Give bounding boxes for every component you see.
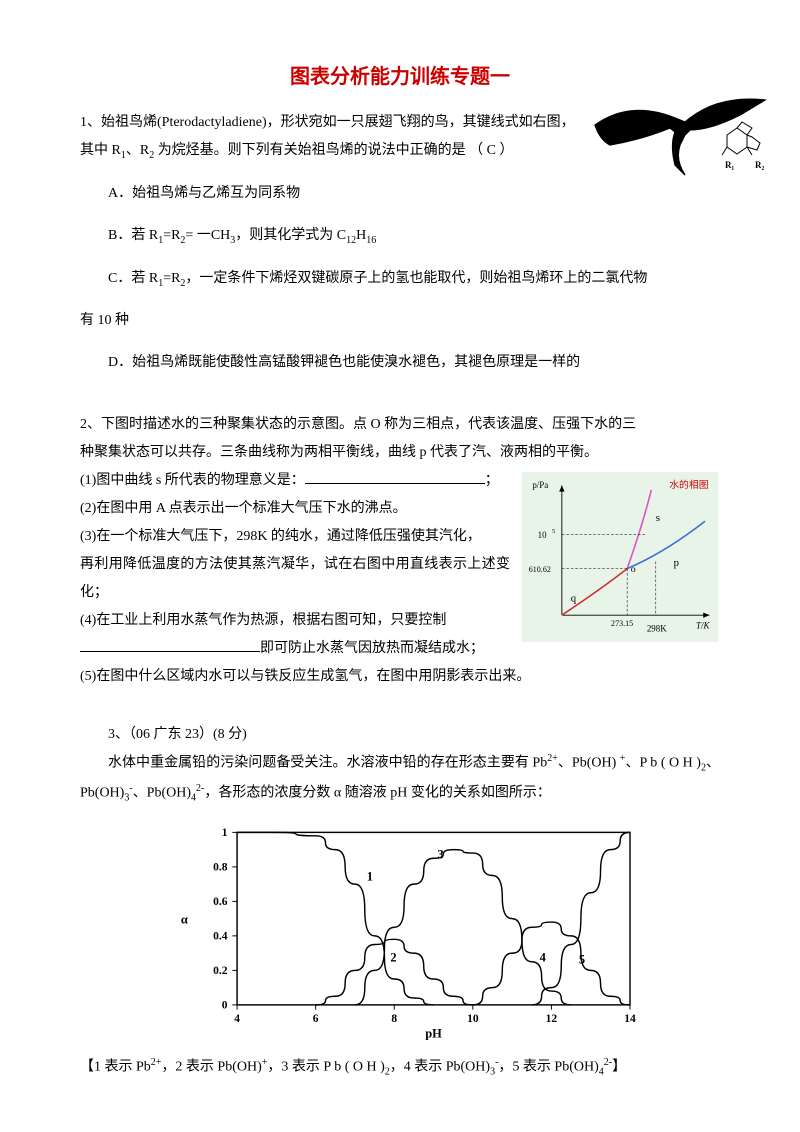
svg-text:R₁: R₁	[725, 160, 734, 170]
q3-heading: 3、（06 广东 23）(8 分)	[80, 721, 720, 749]
svg-text:0.2: 0.2	[213, 966, 228, 978]
svg-text:水的相图: 水的相图	[669, 478, 708, 491]
q1-option-b: B．若 R1=R2= 一CH3，则其化学式为 C12H16	[80, 222, 720, 251]
svg-text:5: 5	[552, 528, 555, 535]
svg-text:3: 3	[437, 848, 443, 862]
svg-text:2: 2	[390, 951, 396, 965]
svg-text:4: 4	[234, 1013, 240, 1025]
svg-text:10: 10	[467, 1013, 479, 1025]
svg-text:p/Pa: p/Pa	[532, 480, 548, 490]
svg-text:pH: pH	[425, 1027, 442, 1041]
svg-text:273.15: 273.15	[611, 619, 633, 628]
svg-text:10: 10	[538, 531, 547, 541]
svg-text:T/K: T/K	[696, 621, 710, 631]
svg-text:14: 14	[624, 1013, 636, 1025]
svg-text:1: 1	[222, 828, 228, 840]
page-title: 图表分析能力训练专题一	[80, 60, 720, 89]
pb-species-chart: 46810121400.20.40.60.81pHα12345	[150, 818, 650, 1048]
q1-option-a: A．始祖鸟烯与乙烯互为同系物	[80, 180, 720, 208]
svg-text:0.4: 0.4	[213, 931, 228, 943]
q2-stem-line1: 2、下图时描述水的三种聚集状态的示意图。点 O 称为三相点，代表该温度、压强下水…	[80, 411, 720, 439]
water-phase-diagram: 水的相图 p/Pa T/K s p q o 10 5 610.62 273.15…	[520, 472, 720, 642]
svg-text:0: 0	[222, 1000, 228, 1012]
svg-text:1: 1	[367, 870, 373, 884]
svg-text:298K: 298K	[647, 624, 667, 634]
svg-text:6: 6	[313, 1013, 319, 1025]
q3-legend: 【1 表示 Pb2+，2 表示 Pb(OH)+，3 表示 P b ( O H )…	[80, 1053, 720, 1082]
svg-text:q: q	[571, 593, 577, 605]
q2-stem-line2: 种聚集状态可以共存。三条曲线称为两相平衡线，曲线 p 代表了汽、液两相的平衡。	[80, 439, 720, 467]
svg-text:0.8: 0.8	[213, 862, 228, 874]
q2-part5: (5)在图中什么区域内水可以与铁反应生成氢气，在图中用阴影表示出来。	[80, 663, 720, 691]
svg-text:8: 8	[391, 1013, 397, 1025]
q1-option-c-cont: 有 10 种	[80, 307, 720, 335]
q1-option-d: D．始祖鸟烯既能使酸性高锰酸钾褪色也能使溴水褪色，其褪色原理是一样的	[80, 349, 720, 377]
svg-text:R₂: R₂	[755, 160, 764, 170]
svg-text:α: α	[181, 913, 188, 927]
svg-text:p: p	[674, 557, 679, 569]
q1-option-c: C．若 R1=R2，一定条件下烯烃双键碳原子上的氢也能取代，则始祖鸟烯环上的二氯…	[80, 265, 720, 294]
svg-text:4: 4	[540, 951, 546, 965]
svg-text:610.62: 610.62	[529, 566, 551, 575]
q3-stem: 水体中重金属铅的污染问题备受关注。水溶液中铅的存在形态主要有 Pb2+、Pb(O…	[80, 749, 720, 808]
svg-text:0.6: 0.6	[213, 897, 228, 909]
svg-text:s: s	[656, 513, 660, 525]
svg-text:o: o	[631, 565, 636, 576]
svg-text:5: 5	[579, 953, 585, 967]
pterodactyladiene-structure: R₁ R₂	[590, 90, 770, 180]
svg-text:12: 12	[546, 1013, 558, 1025]
